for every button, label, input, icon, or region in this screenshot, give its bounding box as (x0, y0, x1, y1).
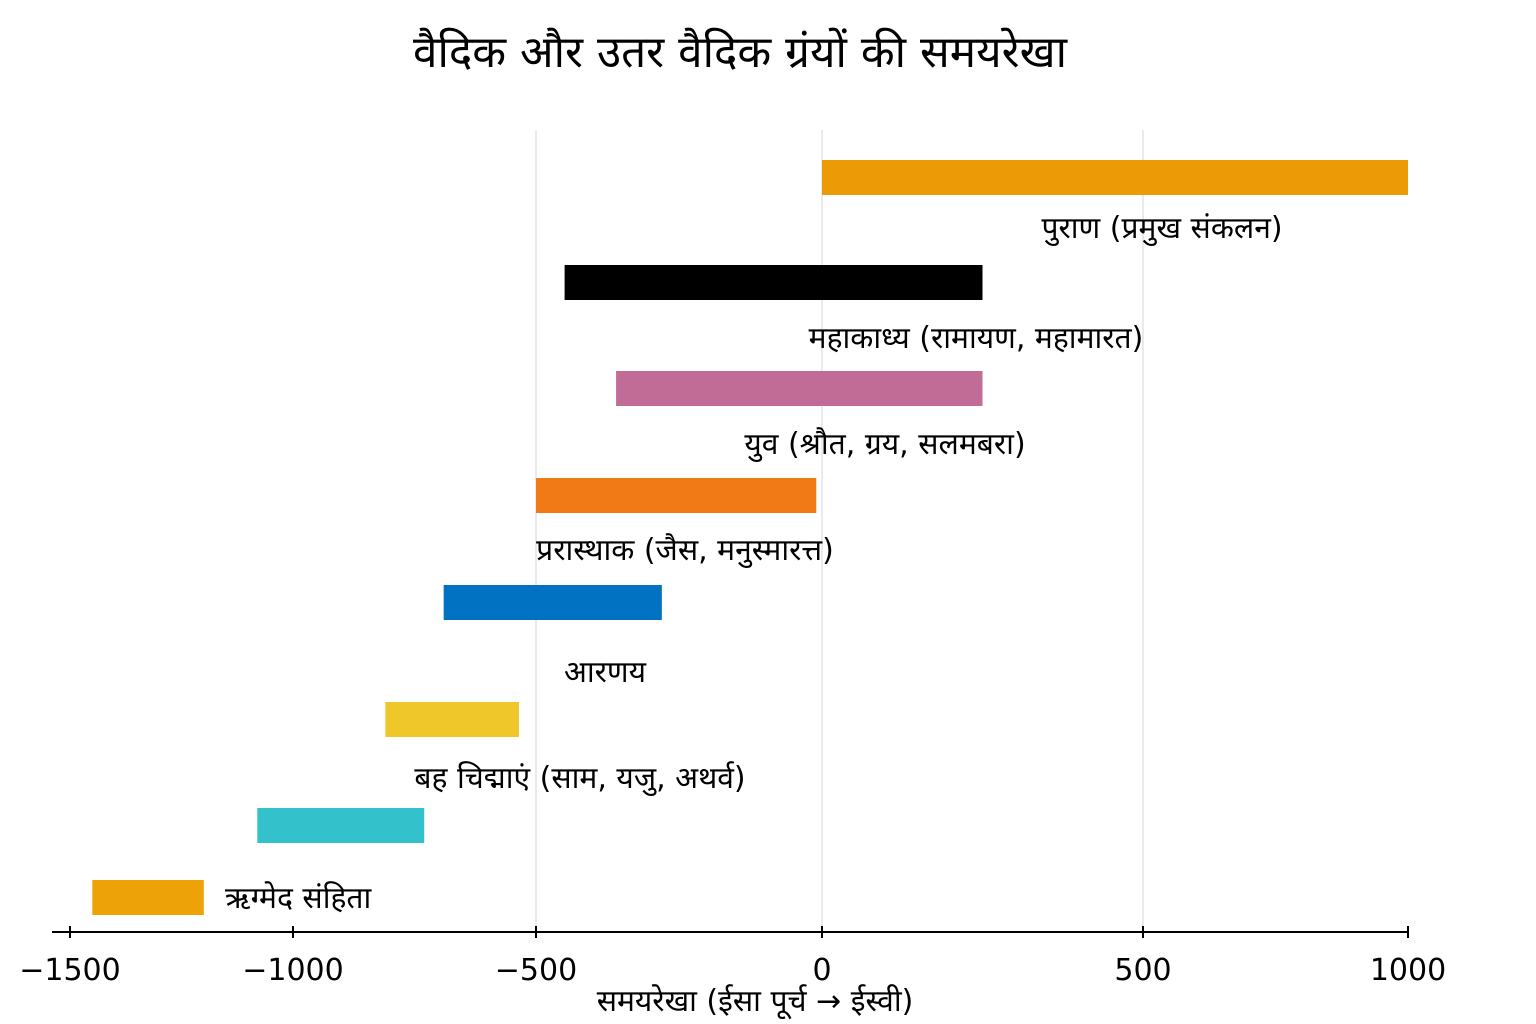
bar-labels: पुराण (प्रमुख संकलन) महाकाध्य (रामायण, मह… (225, 211, 1283, 916)
bars (92, 160, 1408, 915)
timeline-bar (257, 808, 425, 843)
timeline-bar (822, 160, 1408, 195)
timeline-bar (616, 371, 983, 406)
x-tick-label: 500 (1114, 953, 1171, 988)
x-tick-label: −1500 (19, 953, 120, 988)
x-axis-title: समयरेखा (ईसा पूर्च → ईस्वी) (597, 984, 914, 1020)
timeline-bar (564, 265, 983, 300)
bar-label: आरणय (564, 655, 647, 690)
bar-label: ऋग्मेद संहिता (225, 881, 373, 916)
bar-label: महाकाध्य (रामायण, महामारत) (809, 321, 1144, 356)
bar-label: पुराण (प्रमुख संकलन) (1041, 211, 1282, 247)
timeline-bar (92, 880, 204, 915)
timeline-bar (536, 478, 817, 513)
bar-label: बह चिद्माएं (साम, यजु, अथर्व) (414, 761, 745, 797)
x-axis-ticks: −1500 −1000 −500 0 500 1000 (19, 926, 1446, 988)
bar-label: युव (श्रौत, ग्रय, सलमबरा) (744, 427, 1025, 463)
chart-title: वैदिक और उतर वैदिक ग्रंयों की समयरेखा (413, 27, 1069, 78)
x-tick-label: 1000 (1370, 953, 1446, 988)
x-tick-label: −500 (495, 953, 577, 988)
x-tick-label: 0 (812, 953, 831, 988)
timeline-bar (385, 702, 519, 737)
x-tick-label: −1000 (242, 953, 343, 988)
timeline-bar (443, 585, 662, 620)
bar-label: प्ररास्थाक (जैस, मनुस्मारत्त) (536, 533, 834, 569)
gridlines (535, 130, 1144, 932)
